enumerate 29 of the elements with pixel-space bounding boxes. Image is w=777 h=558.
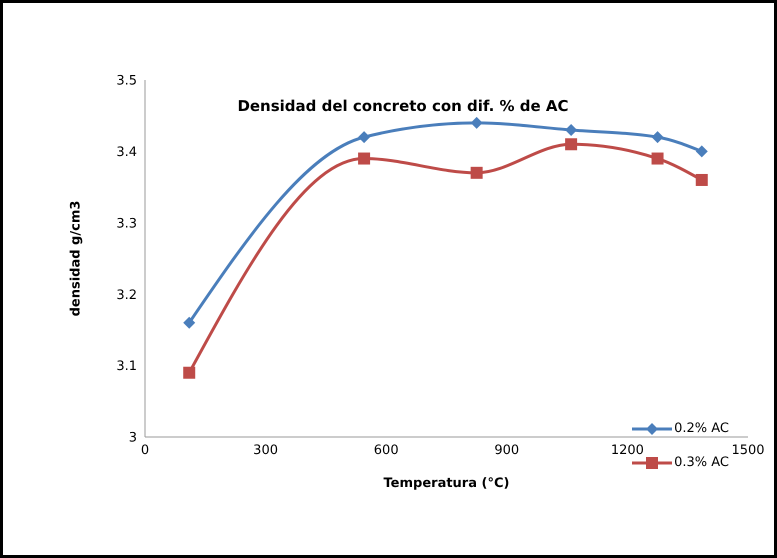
y-tick-label: 3.5 <box>116 74 137 89</box>
x-tick-label: 600 <box>374 443 399 458</box>
x-tick-label: 1500 <box>731 443 765 458</box>
y-tick-label: 3 <box>128 430 137 446</box>
point <box>470 166 483 179</box>
x-tick-label: 0 <box>140 443 150 458</box>
legend-label: 0.2% AC <box>674 420 729 438</box>
point <box>358 152 370 165</box>
y-tick-label: 3.3 <box>116 216 137 232</box>
point <box>565 124 578 136</box>
y-tick-label: 3.4 <box>116 145 137 160</box>
point <box>696 174 708 186</box>
point <box>652 152 664 165</box>
point <box>183 316 196 329</box>
point <box>358 131 370 144</box>
point <box>565 138 578 150</box>
point <box>470 116 483 129</box>
y-axis-title: densidad g/cm3 <box>68 200 84 316</box>
x-tick-label: 1200 <box>610 443 644 458</box>
text: Densidad del concreto con dif. % de AC <box>236 97 570 115</box>
point <box>696 145 708 158</box>
point <box>183 366 196 379</box>
legend-label: 0.3% AC <box>674 454 729 472</box>
x-tick-label: 300 <box>253 443 278 458</box>
point <box>652 131 664 144</box>
x-axis-title: Temperatura (°C) <box>384 476 510 491</box>
y-tick-label: 3.2 <box>116 288 137 303</box>
x-tick-label: 900 <box>494 443 520 458</box>
y-tick-label: 3.1 <box>116 359 137 374</box>
